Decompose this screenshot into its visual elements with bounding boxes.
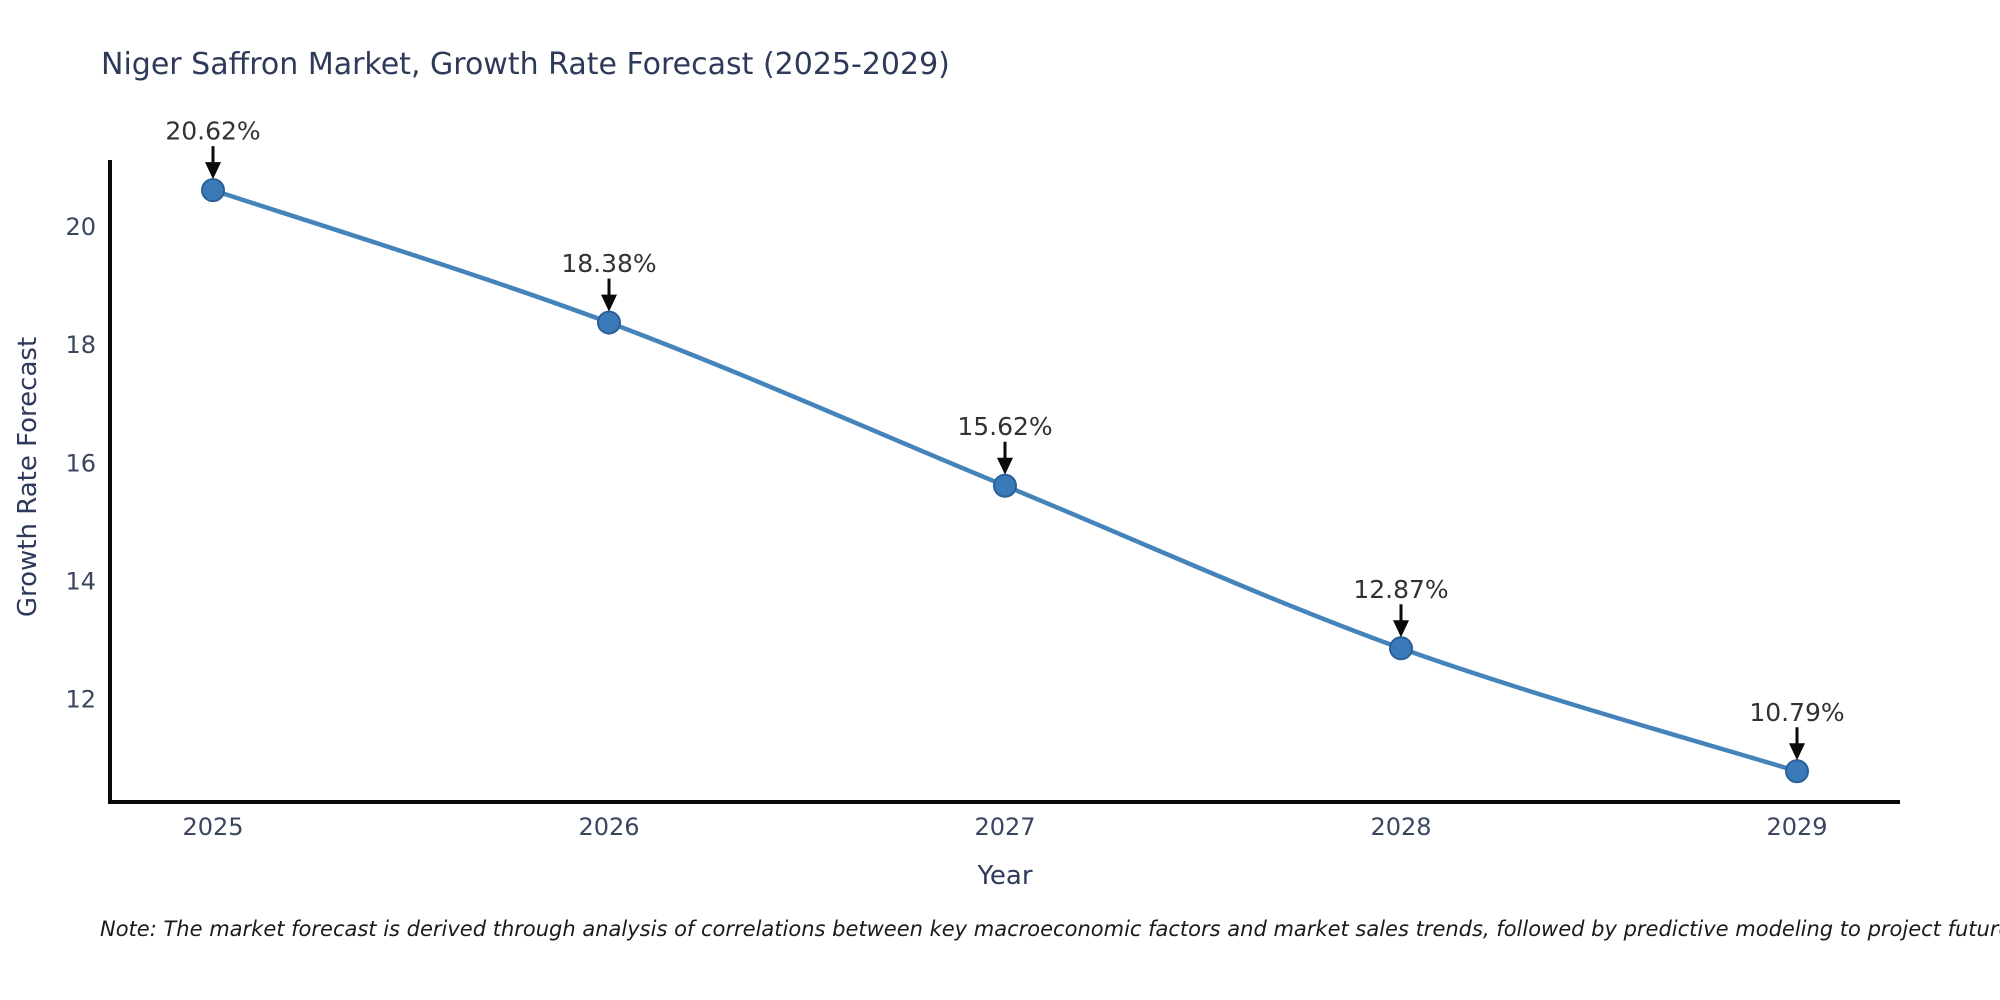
y-tick-label: 18 xyxy=(65,331,96,359)
y-tick-label: 12 xyxy=(65,686,96,714)
x-axis-title: Year xyxy=(976,861,1032,891)
data-point xyxy=(993,473,1017,498)
data-point xyxy=(201,178,225,203)
chart-footnote: Note: The market forecast is derived thr… xyxy=(100,917,2000,941)
annotation-arrow-head xyxy=(1789,743,1805,761)
y-tick-label: 14 xyxy=(65,567,96,595)
data-point-label: 18.38% xyxy=(561,249,656,278)
x-tick-label: 2029 xyxy=(1766,813,1827,841)
annotation-arrow-head xyxy=(205,162,221,180)
plot-area: 12 14 16 18 20 2025 2026 2027 2028 2029 Year Growth… xyxy=(13,117,1900,891)
data-point-label: 20.62% xyxy=(165,117,260,146)
data-point-label: 12.87% xyxy=(1353,575,1448,604)
axis-spines xyxy=(108,160,1900,804)
data-point xyxy=(1785,759,1809,784)
annotation-arrow-head xyxy=(1393,620,1409,638)
data-point-label: 10.79% xyxy=(1749,698,1844,727)
x-tick-label: 2026 xyxy=(578,813,639,841)
annotation-arrow-head xyxy=(601,294,617,312)
x-tick-label: 2027 xyxy=(974,813,1035,841)
data-point xyxy=(1389,636,1413,661)
chart-title: Niger Saffron Market, Growth Rate Foreca… xyxy=(101,47,950,82)
y-tick-label: 20 xyxy=(65,213,96,241)
y-axis-title: Growth Rate Forecast xyxy=(13,337,43,617)
annotation-arrow-head xyxy=(997,457,1013,475)
data-point xyxy=(597,310,621,335)
x-tick-label: 2028 xyxy=(1370,813,1431,841)
data-point-label: 15.62% xyxy=(957,412,1052,441)
x-tick-label: 2025 xyxy=(182,813,243,841)
y-tick-label: 16 xyxy=(65,449,96,477)
